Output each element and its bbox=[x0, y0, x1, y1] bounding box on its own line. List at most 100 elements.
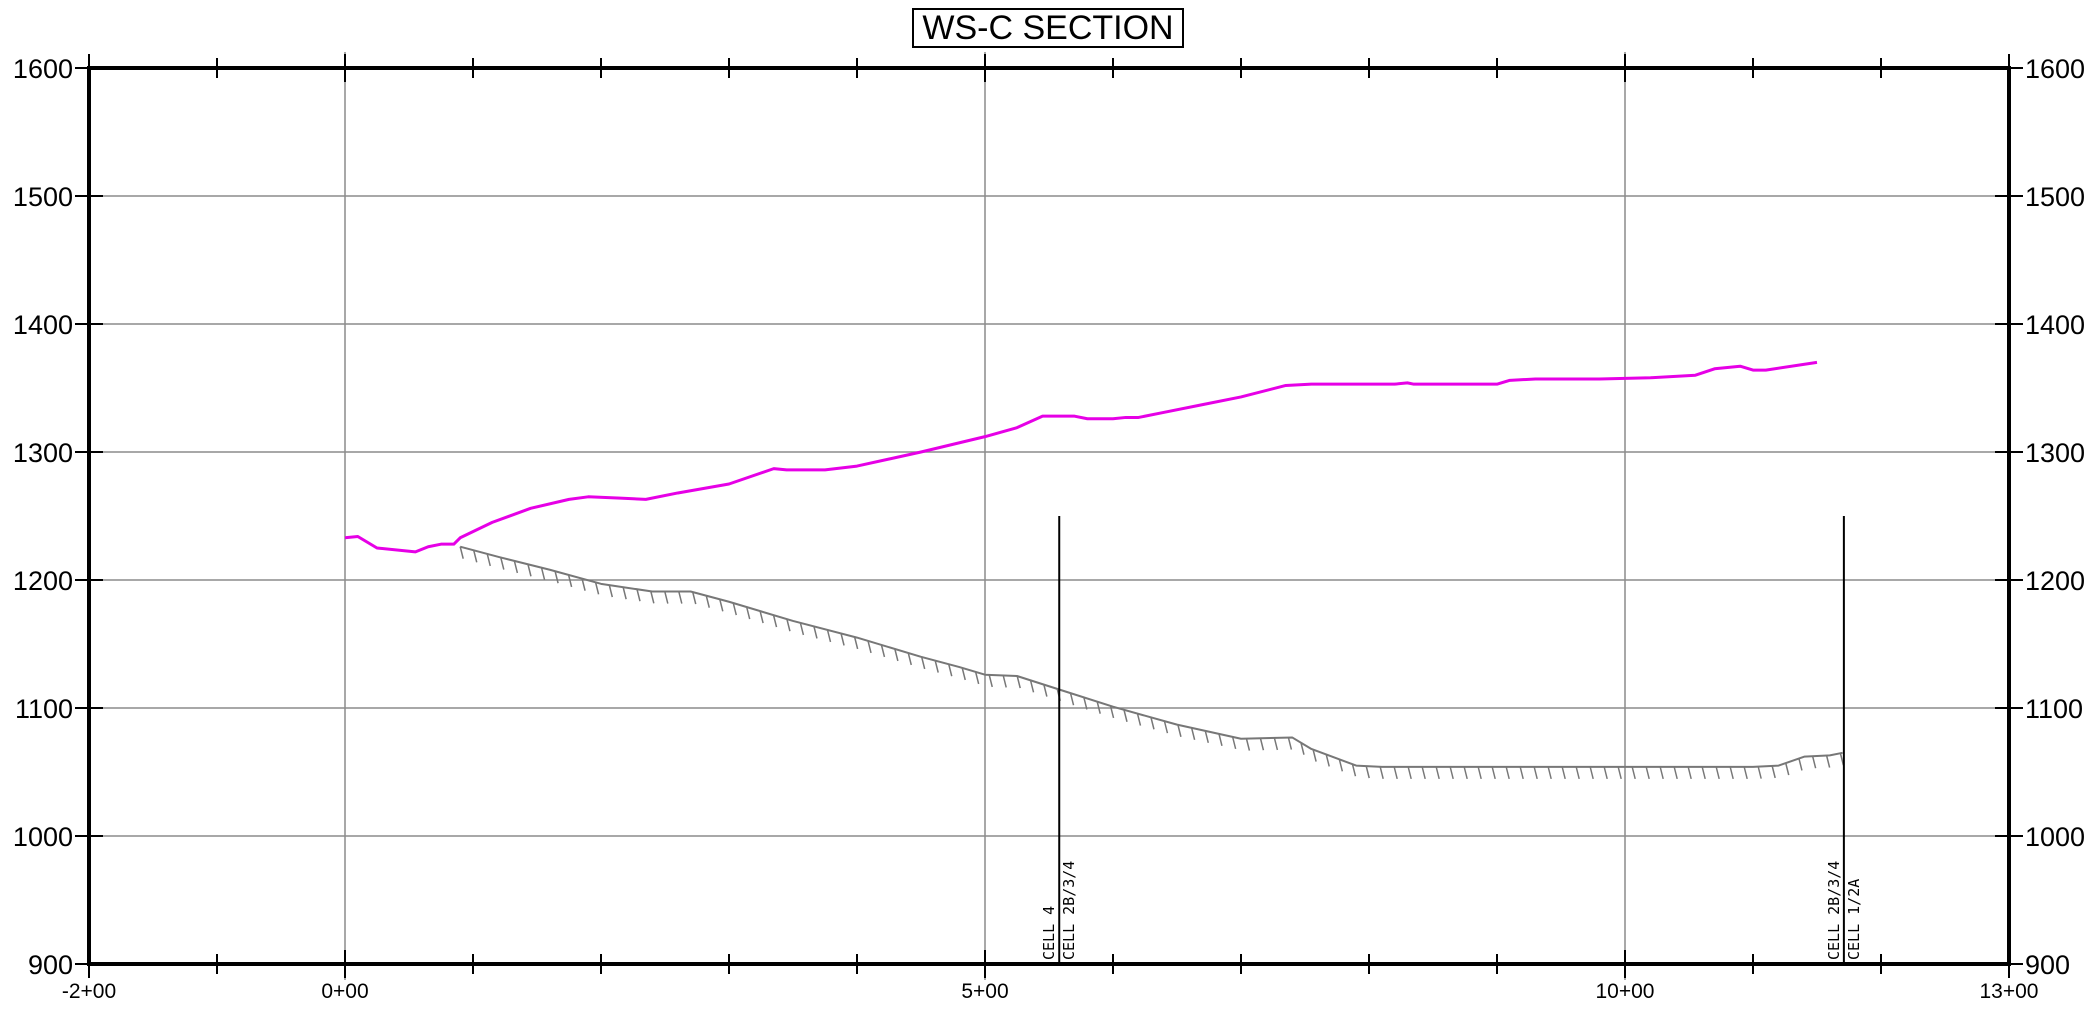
hatch-mark bbox=[719, 599, 724, 612]
hatch-mark bbox=[840, 633, 845, 646]
hatch-mark bbox=[1109, 705, 1115, 719]
hatch-mark bbox=[1449, 766, 1454, 780]
y-tick-label-right: 1600 bbox=[2025, 54, 2085, 84]
hatch-mark bbox=[1379, 766, 1384, 779]
hatch-mark bbox=[567, 574, 573, 588]
hatch-mark bbox=[500, 557, 505, 570]
hatch-mark bbox=[1603, 766, 1608, 780]
hatch-mark bbox=[786, 618, 791, 632]
grade-line bbox=[459, 545, 1843, 768]
hatch-mark bbox=[1016, 675, 1021, 689]
hatch-mark bbox=[1798, 758, 1803, 771]
hatch-mark bbox=[1029, 680, 1035, 693]
hatch-mark bbox=[1351, 764, 1357, 777]
hatch-mark bbox=[1645, 766, 1650, 780]
x-tick-label: 0+00 bbox=[321, 980, 368, 1003]
y-tick-label-left: 1100 bbox=[15, 694, 73, 724]
hatch-mark bbox=[513, 560, 519, 574]
hatch-mark bbox=[772, 614, 778, 628]
hatch-mark bbox=[581, 578, 586, 591]
hatch-mark bbox=[1338, 759, 1344, 772]
x-tick-label: 10+00 bbox=[1596, 980, 1655, 1003]
y-tick-label-left: 1500 bbox=[13, 182, 73, 212]
hatch-mark bbox=[826, 629, 832, 643]
y-tick-label-right: 1300 bbox=[2025, 438, 2085, 468]
hatch-mark bbox=[527, 564, 532, 577]
hatch-mark bbox=[1519, 766, 1524, 780]
hatch-mark bbox=[1477, 766, 1482, 780]
hatch-mark bbox=[1231, 736, 1237, 750]
hatch-mark bbox=[622, 586, 627, 600]
hatch-mark bbox=[1218, 733, 1223, 747]
hatch-mark bbox=[1325, 754, 1330, 767]
y-tick-label-right: 1400 bbox=[2025, 310, 2085, 340]
hatch-mark bbox=[1687, 766, 1692, 780]
hatch-mark bbox=[1547, 766, 1552, 780]
hatch-mark bbox=[554, 571, 559, 584]
hatch-mark bbox=[1421, 766, 1426, 780]
hatch-mark bbox=[1589, 766, 1594, 780]
hatch-mark bbox=[1300, 742, 1305, 755]
hatch-mark bbox=[1631, 766, 1636, 780]
hatch-mark bbox=[1561, 766, 1566, 780]
hatch-mark bbox=[1069, 692, 1075, 706]
hatch-mark bbox=[1673, 766, 1678, 780]
hatch-mark bbox=[1533, 766, 1538, 780]
hatch-mark bbox=[1312, 749, 1317, 762]
chart-title: WS-C SECTION bbox=[912, 8, 1184, 48]
y-tick-label-left: 1400 bbox=[13, 310, 73, 340]
hatch-mark bbox=[1150, 717, 1155, 730]
hatch-mark bbox=[961, 667, 966, 681]
x-tick-label: 5+00 bbox=[961, 980, 1008, 1003]
hatch-mark bbox=[486, 553, 491, 567]
ground-line bbox=[344, 360, 1818, 554]
hatch-mark bbox=[853, 636, 859, 650]
hatch-mark bbox=[1505, 766, 1510, 780]
cell-label-left: CELL 2B/3/4 bbox=[1825, 861, 1843, 960]
hatch-mark bbox=[1002, 675, 1007, 688]
hatch-mark bbox=[1715, 766, 1720, 780]
y-tick-label-right: 1100 bbox=[2025, 694, 2083, 724]
hatch-mark bbox=[813, 626, 818, 639]
hatch-mark bbox=[636, 589, 641, 602]
hatch-mark bbox=[1617, 766, 1622, 780]
hatch-mark bbox=[1729, 766, 1734, 780]
y-tick-label-right: 900 bbox=[2025, 950, 2070, 980]
y-tick-label-right: 1000 bbox=[2025, 822, 2085, 852]
plot-frame bbox=[87, 66, 2011, 966]
hatch-mark bbox=[1259, 738, 1265, 751]
hatch-mark bbox=[745, 606, 751, 620]
hatch-mark bbox=[472, 550, 478, 563]
hatch-mark bbox=[1575, 766, 1580, 780]
hatch-mark bbox=[974, 671, 980, 685]
hatch-mark bbox=[678, 591, 683, 604]
hatch-mark bbox=[880, 644, 886, 658]
hatch-mark bbox=[799, 622, 805, 636]
cell-label-right: CELL 2B/3/4 bbox=[1060, 861, 1078, 960]
hatch-mark bbox=[1123, 709, 1128, 722]
hatch-mark bbox=[1701, 766, 1706, 780]
hatch-mark bbox=[867, 640, 872, 654]
hatch-mark bbox=[920, 656, 926, 670]
hatch-mark bbox=[459, 546, 464, 559]
hatch-mark bbox=[732, 602, 738, 616]
hatch-mark bbox=[1273, 737, 1279, 751]
hatch-mark bbox=[1463, 766, 1468, 780]
hatch-mark bbox=[988, 674, 993, 688]
hatch-mark bbox=[540, 567, 546, 580]
hatch-mark bbox=[1435, 766, 1440, 780]
hatch-mark bbox=[1136, 713, 1142, 726]
hatch-mark bbox=[1083, 697, 1088, 710]
y-tick-label-left: 900 bbox=[28, 950, 73, 980]
hatch-mark bbox=[1743, 766, 1748, 780]
y-tick-label-right: 1500 bbox=[2025, 182, 2085, 212]
hatch-mark bbox=[664, 591, 669, 604]
hatch-mark bbox=[1245, 738, 1251, 751]
hatch-mark bbox=[1757, 766, 1762, 779]
hatch-mark bbox=[907, 652, 912, 666]
hatch-mark bbox=[1825, 755, 1831, 768]
hatch-mark bbox=[705, 595, 710, 608]
hatch-mark bbox=[1771, 765, 1776, 779]
